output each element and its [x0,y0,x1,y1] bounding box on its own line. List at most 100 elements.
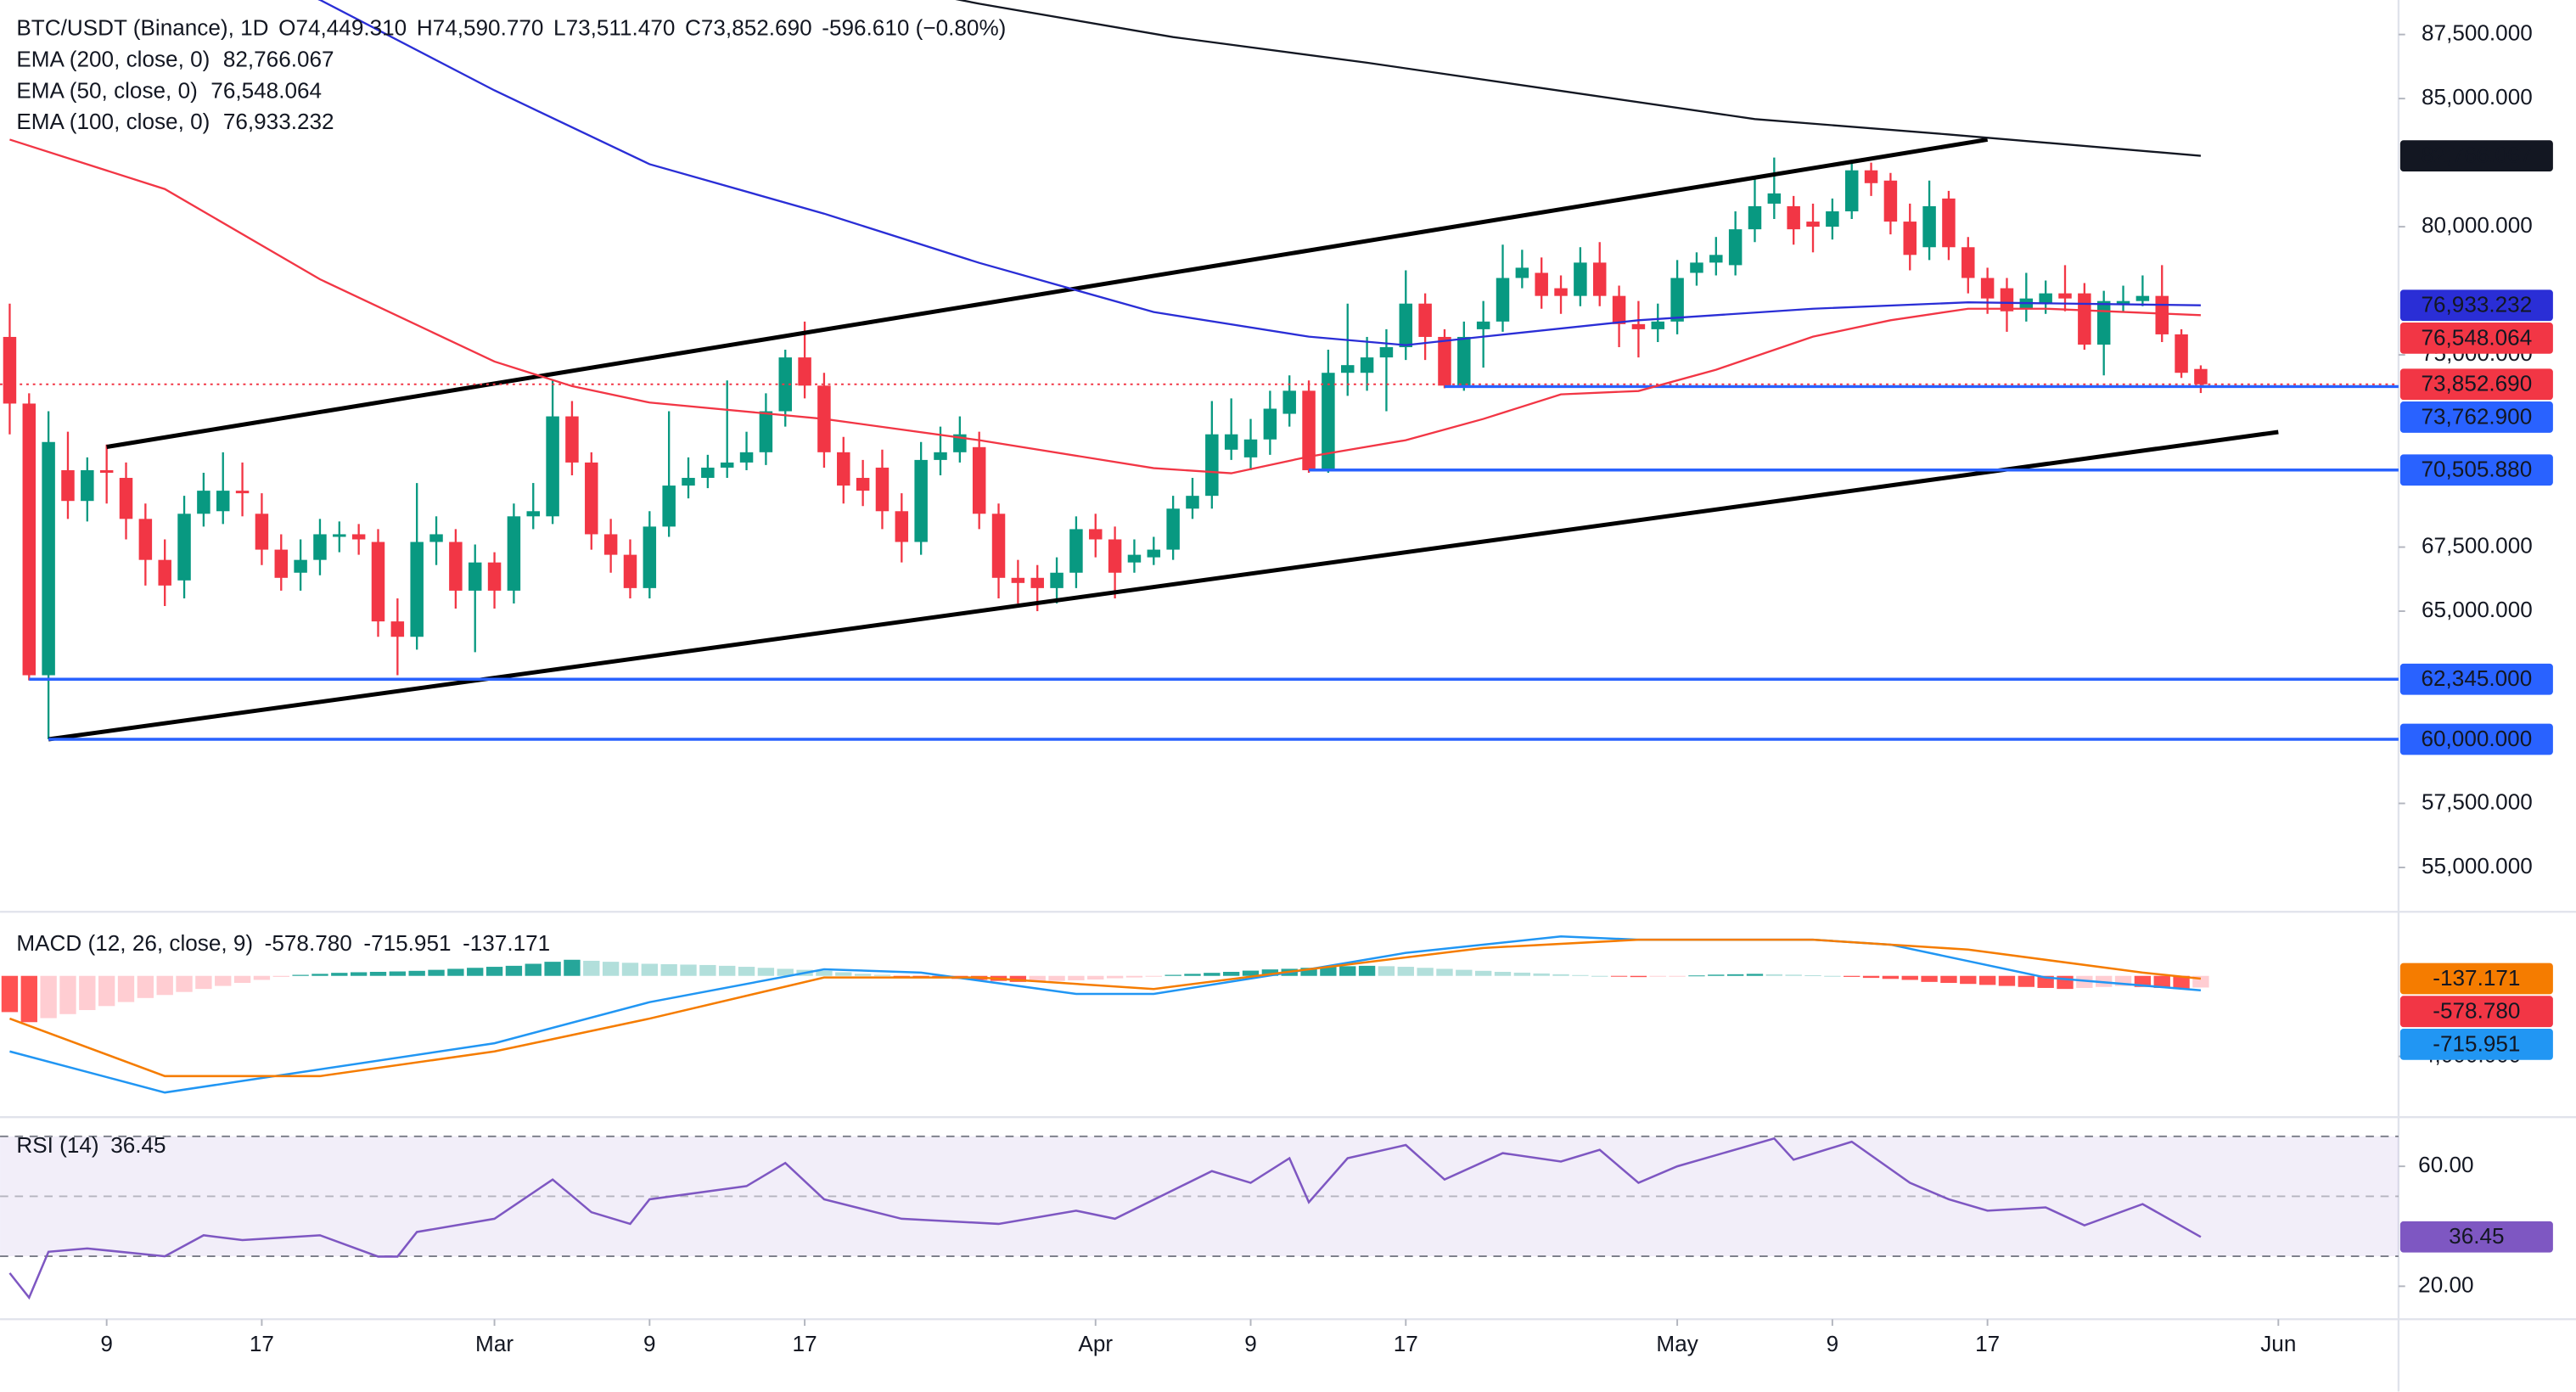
y-tick-label: 80,000.000 [2422,212,2533,238]
candle-body [1806,222,1820,227]
x-tick-label: 17 [1975,1331,2000,1356]
y-tick-label: 57,500.000 [2422,789,2533,814]
legend-text: 76,933.232 [223,109,334,134]
macd-histogram-bar [505,965,523,976]
macd-histogram-bar [1165,974,1181,976]
legend-text: RSI (14) [16,1132,98,1158]
macd-histogram-bar [156,975,173,996]
macd-histogram-bar [350,972,368,976]
candle-body [1243,439,1258,457]
price-badge [2399,454,2553,486]
macd-histogram-bar [467,968,484,976]
legend-text: MACD (12, 26, close, 9) [16,930,253,956]
price-badge [2399,289,2553,322]
candle-body [1903,222,1917,255]
candle-body [1399,303,1413,348]
ema-line [317,0,2201,346]
candle-body [1864,170,1878,183]
candle-body [1282,390,1296,414]
y-tick-label: 60.00 [2418,1152,2473,1177]
macd-histogram-bar [1320,967,1337,976]
macd-histogram-bar [1068,975,1085,980]
candle-body [778,357,792,412]
macd-histogram-bar [1397,967,1414,976]
price-badge [2399,323,2553,354]
macd-histogram-bar [1300,968,1317,976]
candle-body [1011,577,1025,583]
macd-histogram-bar [1921,975,1938,982]
macd-histogram-bar [1087,975,1104,979]
candle-body [197,491,210,514]
macd-histogram-bar [1125,975,1143,978]
macd-histogram-bar [641,963,659,976]
candle-body [720,462,734,468]
candle-body [371,542,385,622]
macd-histogram-bar [1222,971,1240,976]
price-badge-label: 76,548.064 [2421,324,2532,350]
macd-histogram-bar [1669,975,1686,977]
x-tick-label: 17 [793,1331,817,1356]
candle-body [1496,278,1510,322]
candle-body [1089,529,1103,540]
macd-histogram-bar [777,968,794,976]
macd-histogram-bar [1844,975,1860,977]
macd-histogram-bar [331,973,348,976]
candle-body [1438,336,1451,386]
macd-histogram-bar [854,974,872,976]
trendline [106,137,1989,449]
candle-body [333,534,346,537]
candle-body [429,534,443,542]
y-tick-label: 87,500.000 [2422,20,2533,46]
candle-body [1612,295,1626,324]
price-badge-label: 62,345.000 [2421,665,2532,691]
candle-body [623,554,637,588]
candle-body [158,559,171,586]
candle-body [2194,368,2208,384]
ema-line [9,138,2201,474]
candle-body [1670,278,1684,322]
macd-histogram-bar [1048,975,1065,981]
candle-body [1302,390,1316,470]
macd-histogram-bar [1358,965,1376,976]
macd-histogram-bar [738,967,755,976]
candle-body [177,514,191,581]
macd-histogram-bar [816,970,833,976]
x-tick-label: 17 [1394,1331,1418,1356]
macd-histogram-bar [40,975,57,1019]
macd-histogram-bar [1204,973,1221,976]
labels: 87,500.00085,000.00080,000.00075,000.000… [16,15,2553,1356]
legend-text: 82,766.067 [223,47,334,72]
price-badge [2399,401,2553,433]
candle-body [2078,293,2091,345]
y-tick-label: 55,000.000 [2422,853,2533,878]
macd-histogram-bar [1804,975,1821,976]
candle-body [255,514,269,550]
candle-body [2058,293,2072,299]
candle-body [972,446,986,514]
macd-histogram-bar [660,963,677,976]
macd-histogram-bar [1,975,19,1013]
price-badge-label: 60,000.000 [2421,726,2532,751]
candle-body [1418,303,1432,337]
macd-histogram-bar [757,968,775,976]
candle-body [739,452,754,463]
price-badge-label: 73,762.900 [2421,403,2532,429]
macd-histogram-bar [1901,975,1918,980]
legend-text: O74,449.310 [278,15,407,41]
candle-body [1980,278,1995,299]
candle-body [856,478,870,491]
candle-body [3,336,17,404]
rsi-line [8,1137,2202,1300]
macd-line [9,938,2202,1078]
candle-body [934,452,947,460]
macd-histogram-bar [1998,975,2016,986]
candle-body [1341,365,1355,373]
candle-body [42,441,55,676]
candle-body [1844,170,1859,211]
macd-histogram-bar [1513,972,1531,976]
candle-body [1592,262,1607,296]
macd-histogram-bar [1474,970,1492,976]
candle-body [449,542,463,591]
x-tick-label: 9 [1244,1331,1257,1356]
